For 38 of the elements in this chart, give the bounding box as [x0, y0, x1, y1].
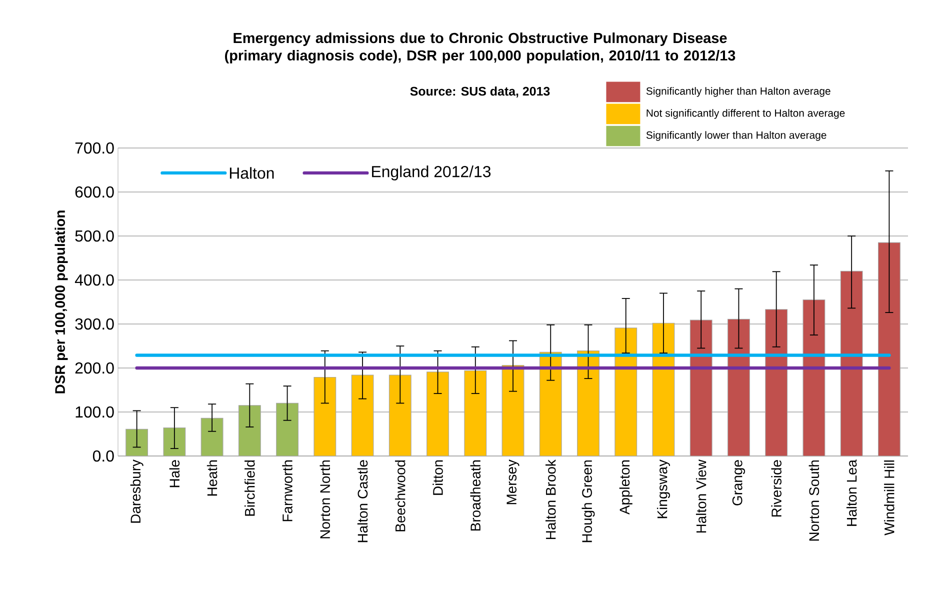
x-tick-label: Mersey: [506, 460, 520, 504]
y-tick-label: 0.0: [92, 450, 114, 462]
y-tick-label: 200.0: [75, 362, 114, 374]
x-tick-label: Halton Castle: [357, 460, 368, 542]
x-tick-label: Norton North: [320, 460, 330, 538]
x-tick-label: Hale: [169, 460, 180, 488]
bar: [200, 418, 224, 456]
legend-label: Significantly higher than Halton average: [646, 87, 830, 97]
chart-title: Emergency admissions due to Chronic Obstructive Pulmonary Disease (primary diagnosis code), DSR per 100,000 population, 2010/11 to 2012/13: [225, 32, 736, 64]
x-tick-label: Ditton: [432, 460, 443, 495]
x-tick-label: Grange: [732, 460, 746, 506]
legend-label: Not significantly different to Halton average: [646, 109, 845, 119]
x-tick-label: Halton Lea: [846, 460, 857, 526]
y-tick-label: 500.0: [75, 230, 114, 242]
x-tick-label: Hough Green: [582, 460, 595, 542]
y-tick-label: 400.0: [74, 274, 114, 286]
legend-label: England 2012/13: [372, 166, 491, 180]
x-tick-label: Appleton: [619, 460, 632, 515]
y-tick-label: 100.0: [76, 406, 114, 418]
y-tick-label: 300.0: [75, 318, 114, 330]
x-tick-label: Riverside: [771, 460, 782, 517]
x-tick-label: Norton South: [808, 460, 820, 541]
x-tick-label: Heath: [206, 460, 218, 496]
x-tick-label: Kingsway: [656, 460, 670, 518]
x-tick-label: Daresbury: [130, 460, 144, 523]
x-tick-label: Birchfield: [244, 460, 255, 516]
x-tick-label: Beechwood: [395, 460, 406, 532]
y-tick-label: 600.0: [75, 186, 114, 198]
x-tick-label: Halton Brook: [546, 460, 556, 540]
y-axis-title: DSR per 100,000 population: [54, 210, 68, 394]
x-tick-label: Farnworth: [282, 460, 292, 522]
x-tick-label: Halton View: [696, 459, 706, 533]
chart-subtitle: Source: SUS data, 2013: [410, 86, 550, 98]
legend-label: Significantly lower than Halton average: [646, 131, 826, 141]
legend-label: Halton: [230, 167, 274, 179]
x-tick-label: Windmill Hill: [884, 460, 894, 536]
y-tick-label: 700.0: [75, 142, 114, 154]
x-tick-label: Broadheath: [470, 460, 481, 530]
